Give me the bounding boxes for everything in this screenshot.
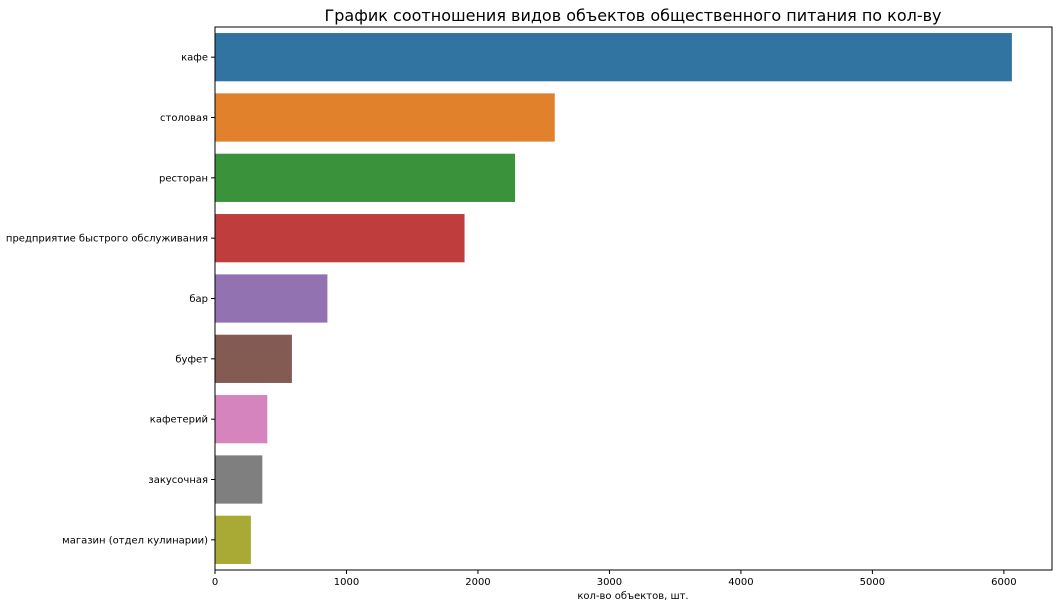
bar-0 bbox=[215, 33, 1012, 82]
bar-8 bbox=[215, 515, 251, 564]
x-tick-label: 0 bbox=[212, 577, 218, 588]
bar-4 bbox=[215, 274, 328, 323]
y-tick-label: кафе bbox=[181, 53, 208, 64]
bar-5 bbox=[215, 334, 292, 383]
y-tick-label: магазин (отдел кулинарии) bbox=[62, 535, 208, 546]
bars bbox=[215, 33, 1012, 564]
y-tick-label: предприятие быстрого обслуживания bbox=[6, 234, 208, 245]
x-tick-label: 5000 bbox=[860, 577, 885, 588]
x-tick-label: 6000 bbox=[991, 577, 1016, 588]
x-tick-label: 3000 bbox=[597, 577, 622, 588]
bar-2 bbox=[215, 153, 516, 202]
x-axis-label: кол-во объектов, шт. bbox=[577, 591, 688, 602]
x-tick-label: 1000 bbox=[334, 577, 359, 588]
bar-7 bbox=[215, 455, 263, 504]
y-tick-label: столовая bbox=[160, 113, 208, 124]
bar-6 bbox=[215, 395, 268, 444]
y-tick-label: кафетерий bbox=[150, 415, 208, 426]
y-tick-label: буфет bbox=[175, 354, 208, 365]
x-tick-label: 4000 bbox=[728, 577, 753, 588]
y-tick-label: закусочная bbox=[148, 475, 208, 486]
y-tick-label: бар bbox=[189, 294, 208, 305]
x-tick-labels: 0 1000 2000 3000 4000 5000 6000 bbox=[212, 570, 1017, 588]
bar-3 bbox=[215, 214, 465, 263]
x-tick-label: 2000 bbox=[465, 577, 490, 588]
bar-1 bbox=[215, 93, 555, 142]
chart-title: График соотношения видов объектов общест… bbox=[324, 6, 941, 25]
y-tick-label: ресторан bbox=[159, 173, 208, 184]
y-tick-labels: кафе столовая ресторан предприятие быстрого… bbox=[6, 53, 215, 546]
plot-frame bbox=[214, 26, 1053, 571]
